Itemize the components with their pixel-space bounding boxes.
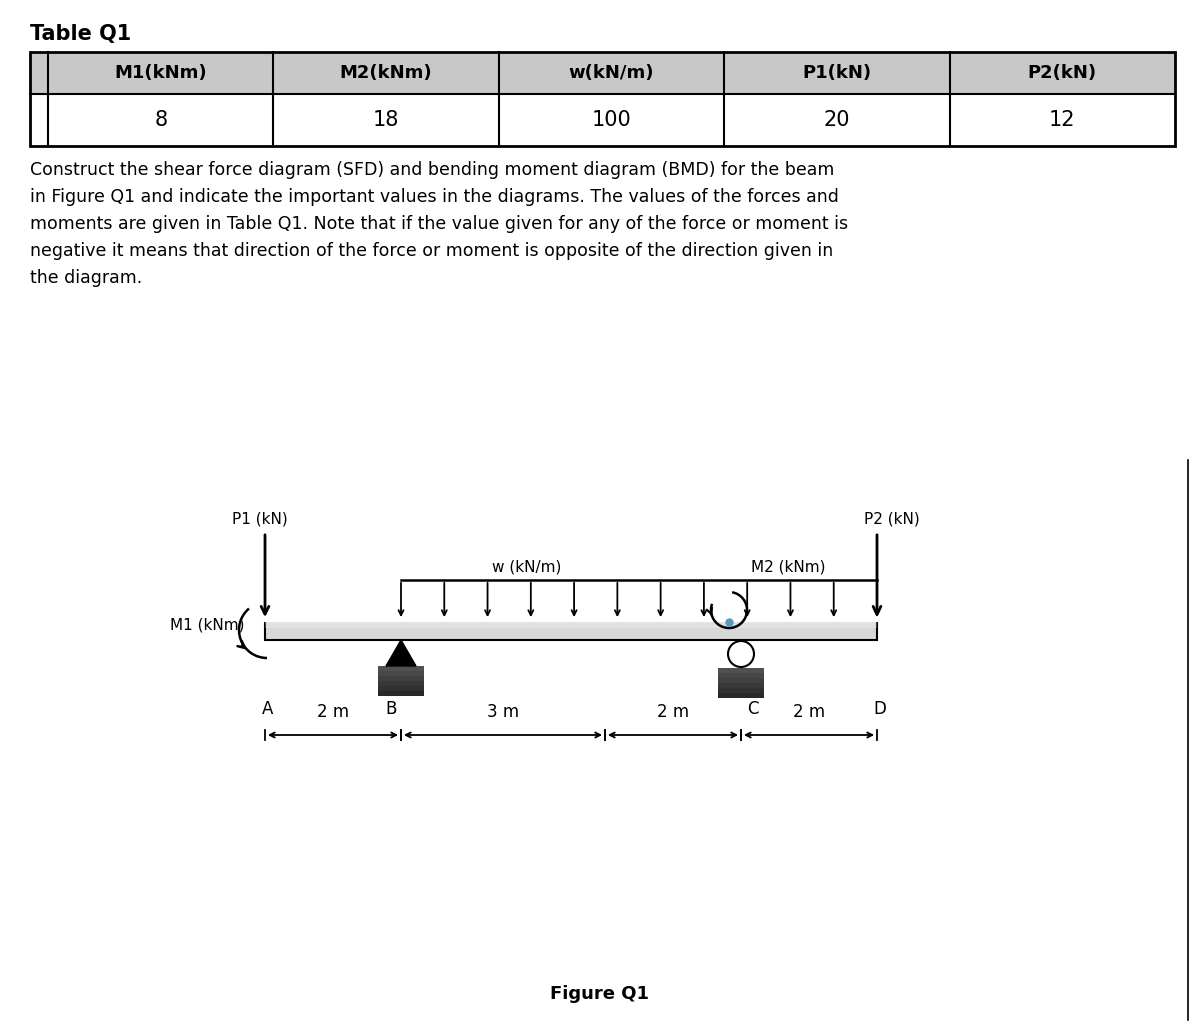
- Text: 8: 8: [154, 110, 167, 130]
- Text: 2 m: 2 m: [317, 703, 349, 721]
- Polygon shape: [386, 640, 416, 665]
- Bar: [378, 681, 424, 686]
- Bar: [718, 693, 764, 698]
- Text: A: A: [263, 700, 274, 718]
- Text: 2 m: 2 m: [793, 703, 826, 721]
- Text: P1 (kN): P1 (kN): [232, 512, 288, 527]
- Bar: [265, 620, 877, 640]
- Text: P2(kN): P2(kN): [1027, 64, 1097, 82]
- Circle shape: [728, 641, 754, 667]
- Text: D: D: [874, 700, 887, 718]
- Text: w(kN/m): w(kN/m): [569, 64, 654, 82]
- Bar: [378, 671, 424, 676]
- Bar: [378, 691, 424, 696]
- Bar: [718, 673, 764, 678]
- Text: Figure Q1: Figure Q1: [551, 985, 649, 1003]
- Text: 3 m: 3 m: [487, 703, 520, 721]
- Text: B: B: [385, 700, 397, 718]
- Text: Construct the shear force diagram (SFD) and bending moment diagram (BMD) for the: Construct the shear force diagram (SFD) …: [30, 161, 848, 288]
- Bar: [718, 678, 764, 683]
- Text: 100: 100: [592, 110, 631, 130]
- Bar: [30, 94, 1175, 146]
- Text: C: C: [748, 700, 758, 718]
- Text: Table Q1: Table Q1: [30, 24, 131, 44]
- Text: 20: 20: [823, 110, 850, 130]
- Bar: [378, 686, 424, 691]
- Text: P1(kN): P1(kN): [803, 64, 871, 82]
- Bar: [718, 688, 764, 693]
- Text: M2 (kNm): M2 (kNm): [751, 559, 826, 574]
- Bar: [718, 683, 764, 688]
- Bar: [30, 52, 1175, 94]
- Text: M1(kNm): M1(kNm): [114, 64, 208, 82]
- Text: M2(kNm): M2(kNm): [340, 64, 432, 82]
- Text: 18: 18: [373, 110, 400, 130]
- Bar: [30, 52, 1175, 146]
- Bar: [265, 620, 877, 627]
- Bar: [378, 676, 424, 681]
- Text: 12: 12: [1049, 110, 1075, 130]
- Bar: [378, 665, 424, 671]
- Text: 2 m: 2 m: [656, 703, 689, 721]
- Bar: [718, 668, 764, 673]
- Text: w (kN/m): w (kN/m): [492, 559, 562, 574]
- Text: P2 (kN): P2 (kN): [864, 512, 920, 527]
- Text: M1 (kNm): M1 (kNm): [170, 617, 245, 633]
